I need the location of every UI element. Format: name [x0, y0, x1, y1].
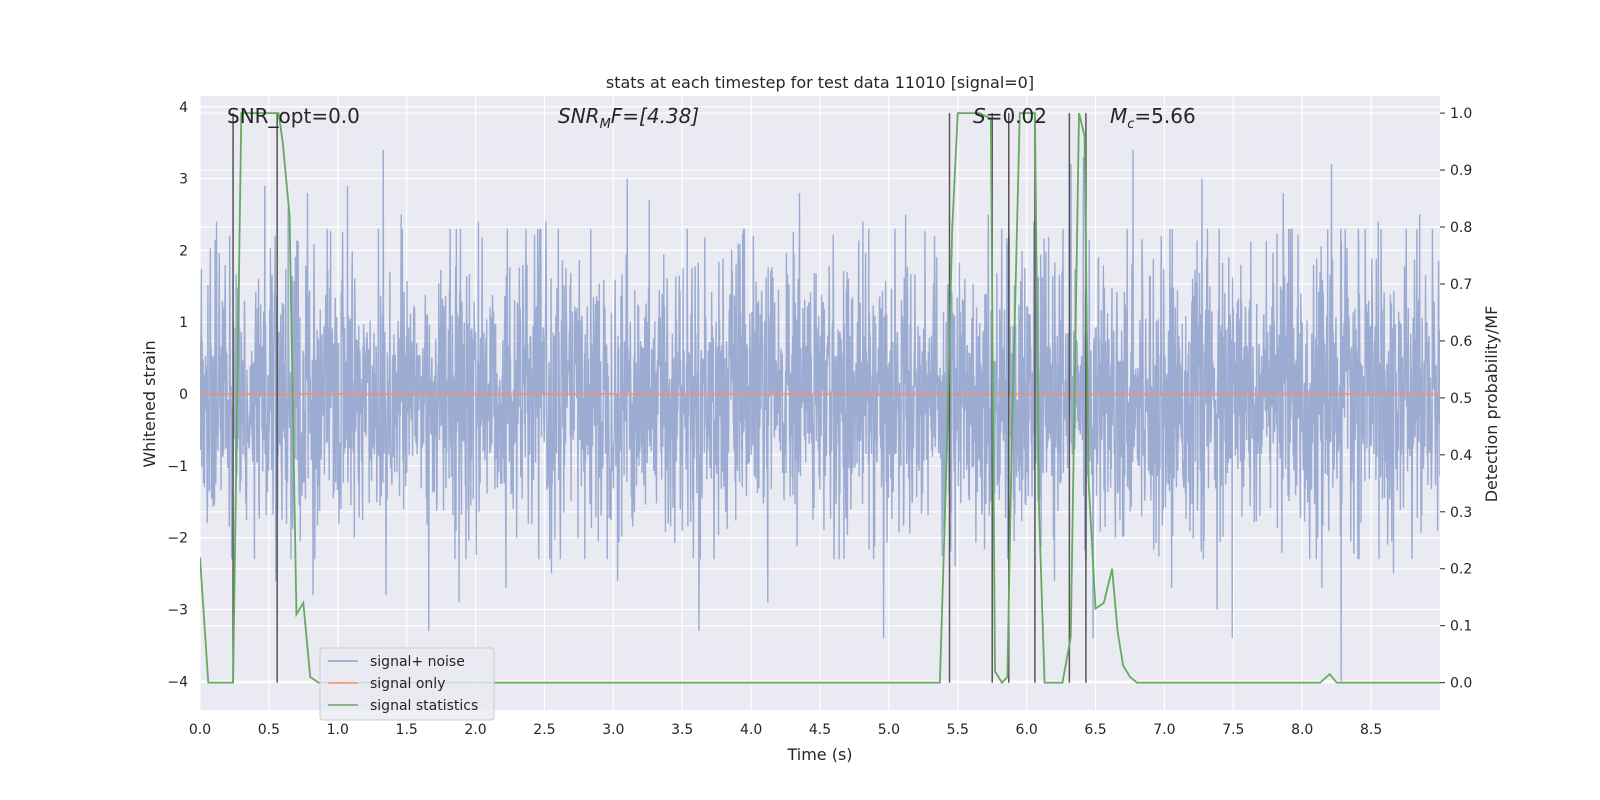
- y-right-tick-label: 0.9: [1450, 163, 1472, 179]
- y-right-tick-label: 0.4: [1450, 448, 1472, 464]
- x-tick-label: 5.0: [878, 722, 900, 738]
- x-tick-label: 8.5: [1360, 722, 1382, 738]
- x-tick-label: 6.0: [1016, 722, 1038, 738]
- y-right-tick-label: 0.7: [1450, 277, 1472, 293]
- x-tick-label: 2.5: [533, 722, 555, 738]
- y-right-tick-label: 0.2: [1450, 562, 1472, 578]
- y-left-tick-label: −4: [167, 674, 188, 690]
- x-tick-label: 7.0: [1153, 722, 1175, 738]
- x-tick-label: 4.0: [740, 722, 762, 738]
- annotation-snr-opt: SNR_opt=0.0: [227, 104, 360, 128]
- annotation-snr-mf: SNRMF=[4.38]: [558, 104, 699, 132]
- annotation-snr-mf-main: SNR: [558, 104, 600, 128]
- x-tick-label: 3.0: [602, 722, 624, 738]
- y-right-tick-label: 0.8: [1450, 220, 1472, 236]
- x-tick-label: 6.5: [1084, 722, 1106, 738]
- x-tick-label: 1.5: [396, 722, 418, 738]
- x-axis-ticks: 0.0 0.5 1.0 1.5 2.0 2.5 3.0 3.5 4.0 4.5 5.0 5.5 6.0 6…: [189, 722, 1382, 738]
- x-tick-label: 7.5: [1222, 722, 1244, 738]
- x-tick-label: 0.0: [189, 722, 211, 738]
- y-left-tick-label: −3: [167, 602, 188, 618]
- annotation-snr-mf-sub: M: [600, 117, 611, 132]
- y-left-tick-label: −1: [167, 459, 188, 475]
- annotation-s: S=0.02: [973, 104, 1047, 128]
- y-left-axis-label: Whitened strain: [140, 340, 159, 467]
- y-right-tick-label: 0.6: [1450, 334, 1472, 350]
- y-right-tick-label: 0.1: [1450, 619, 1472, 635]
- y-left-tick-label: 3: [179, 172, 188, 188]
- legend: signal+ noise signal only signal statist…: [319, 647, 495, 721]
- series-signal-noise-line: [200, 149, 1440, 682]
- annotation-s-rest: =0.02: [986, 104, 1047, 128]
- x-tick-label: 4.5: [809, 722, 831, 738]
- annotation-snr-mf-rest: F=[4.38]: [611, 104, 699, 128]
- x-tick-label: 3.5: [671, 722, 693, 738]
- x-tick-label: 1.0: [327, 722, 349, 738]
- x-tick-label: 2.0: [464, 722, 486, 738]
- y-left-tick-label: 2: [179, 243, 188, 259]
- y-right-tick-label: 0.0: [1450, 676, 1472, 692]
- annotation-mc-rest: =5.66: [1134, 104, 1195, 128]
- annotation-mc-main: M: [1110, 104, 1127, 128]
- y-right-axis-label: Detection probability/MF: [1482, 306, 1501, 503]
- y-left-tick-label: −2: [167, 531, 188, 547]
- legend-label-signal-only: signal only: [370, 676, 445, 692]
- legend-label-signal-statistics: signal statistics: [370, 698, 478, 714]
- legend-box: [319, 647, 495, 721]
- y-left-tick-label: 4: [179, 100, 188, 116]
- annotation-mc-sub: c: [1127, 117, 1134, 132]
- y-right-tick-label: 1.0: [1450, 106, 1472, 122]
- y-right-tick-label: 0.5: [1450, 391, 1472, 407]
- series-layer: [200, 112, 1440, 685]
- y-left-tick-label: 0: [179, 387, 188, 403]
- y-left-axis-ticks: −4 −3 −2 −1 0 1 2 3 4: [167, 100, 188, 691]
- x-axis-label: Time (s): [786, 745, 852, 764]
- legend-label-signal-noise: signal+ noise: [370, 654, 465, 670]
- x-tick-label: 0.5: [258, 722, 280, 738]
- x-tick-label: 8.0: [1291, 722, 1313, 738]
- y-right-axis-ticks: 0.0 0.1 0.2 0.3 0.4 0.5 0.6 0.7 0.8 0.9 1.0: [1440, 106, 1472, 692]
- annotation-s-italic: S: [973, 104, 986, 128]
- x-tick-label: 5.5: [947, 722, 969, 738]
- y-left-tick-label: 1: [179, 315, 188, 331]
- series-signal-statistics-line: [200, 112, 1440, 685]
- annotation-mc: Mc=5.66: [1110, 104, 1196, 132]
- chart-title: stats at each timestep for test data 110…: [606, 73, 1034, 92]
- y-right-tick-label: 0.3: [1450, 505, 1472, 521]
